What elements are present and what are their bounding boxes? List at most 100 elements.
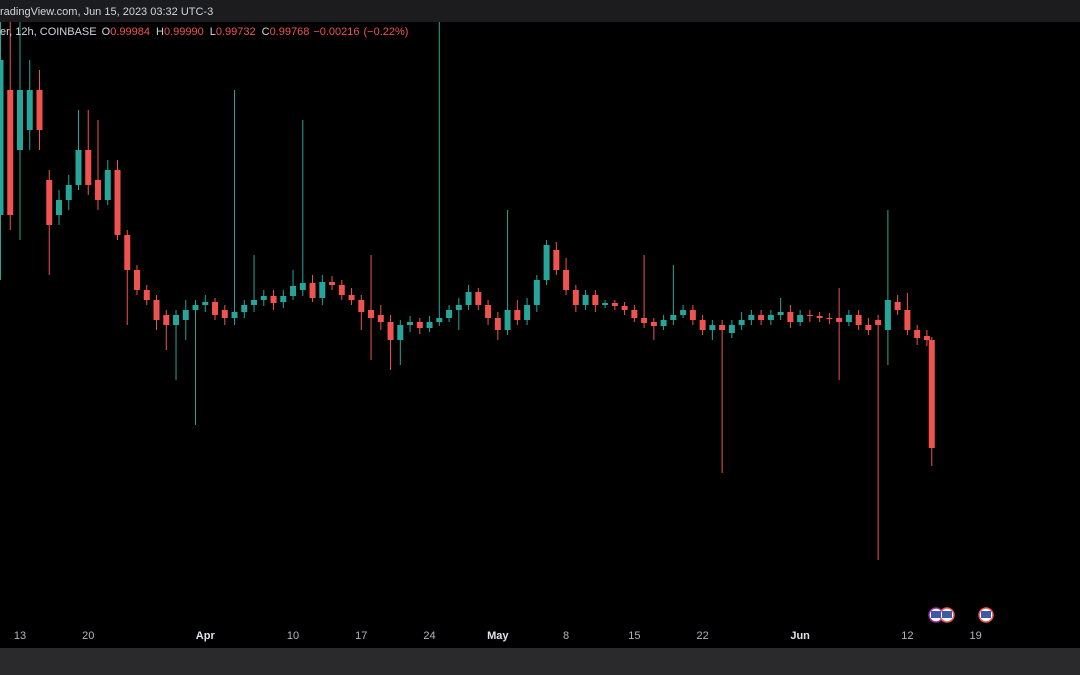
- candle-body: [46, 180, 53, 225]
- legend: er, 12h, COINBASE O0.99984 H0.99990 L0.997…: [0, 26, 412, 38]
- candle-body: [348, 295, 355, 300]
- candle-body: [426, 322, 433, 328]
- x-tick-label: 19: [970, 630, 982, 642]
- candle-body: [377, 315, 384, 322]
- candle-body: [514, 310, 521, 320]
- candle-body: [621, 306, 628, 310]
- candle-body: [7, 90, 14, 215]
- legend-value: 0.99732: [215, 26, 256, 38]
- candle-body: [465, 292, 472, 305]
- candle-body: [173, 315, 180, 325]
- legend-key: H: [156, 26, 164, 38]
- candle-body: [436, 318, 443, 322]
- candle-body: [416, 322, 423, 328]
- candle-body: [182, 310, 189, 320]
- candle-body: [660, 320, 667, 326]
- legend-value: 0.99768: [269, 26, 310, 38]
- change-pct: (−0.22%): [363, 26, 409, 38]
- candle-body: [192, 305, 199, 310]
- candle-body: [0, 60, 4, 215]
- candle-body: [55, 200, 62, 215]
- candle-body: [631, 310, 638, 318]
- legend-key: C: [261, 26, 270, 38]
- candle-body: [923, 336, 930, 340]
- candle-body: [153, 300, 160, 320]
- candle-body: [397, 325, 404, 340]
- candle-body: [299, 283, 306, 290]
- candle-body: [494, 318, 501, 330]
- candle-body: [504, 310, 511, 330]
- x-tick-label: 24: [423, 630, 435, 642]
- x-tick-label: Jun: [790, 630, 810, 642]
- candle-body: [95, 180, 102, 200]
- candles: [0, 22, 935, 560]
- symbol: er, 12h, COINBASE: [0, 26, 97, 38]
- candle-body: [826, 318, 833, 319]
- header-title: radingView.com, Jun 15, 2023 03:32 UTC-3: [0, 6, 213, 18]
- legend-value: 0.99990: [163, 26, 204, 38]
- candle-body: [260, 296, 267, 300]
- candle-body: [290, 286, 297, 296]
- candle-body: [680, 310, 687, 315]
- candle-body: [446, 310, 453, 318]
- candle-body: [650, 322, 657, 326]
- candle-body: [241, 305, 248, 312]
- change: −0.00216: [313, 26, 360, 38]
- candle-body: [36, 90, 43, 130]
- candle-body: [748, 315, 755, 320]
- candle-body: [914, 330, 921, 338]
- x-tick-label: 13: [14, 630, 26, 642]
- x-tick-label: 20: [82, 630, 94, 642]
- candle-body: [75, 150, 82, 185]
- legend-value: 0.99984: [110, 26, 150, 38]
- candle-body: [797, 315, 804, 322]
- candle-body: [582, 295, 589, 305]
- candle-body: [251, 300, 258, 305]
- candle-body: [16, 90, 23, 150]
- candle-body: [85, 150, 92, 185]
- event-markers: [928, 607, 994, 623]
- candle-body: [319, 282, 326, 298]
- candle-body: [329, 282, 336, 285]
- x-tick-label: May: [487, 630, 509, 642]
- candle-body: [485, 305, 492, 318]
- candle-body: [777, 312, 784, 315]
- x-tick-label: 15: [628, 630, 640, 642]
- candle-body: [475, 292, 482, 305]
- candle-body: [280, 296, 287, 302]
- top-bar: [0, 0, 1080, 22]
- candle-body: [543, 245, 550, 280]
- legend-key: L: [209, 26, 216, 38]
- candle-body: [758, 315, 765, 320]
- candle-body: [855, 315, 862, 325]
- candle-body: [455, 305, 462, 310]
- candle-body: [270, 296, 277, 303]
- x-tick-label: 10: [287, 630, 299, 642]
- candle-body: [904, 310, 911, 330]
- x-tick-label: 22: [696, 630, 708, 642]
- candle-body: [738, 320, 745, 325]
- candle-body: [26, 90, 33, 130]
- candle-body: [728, 325, 735, 333]
- candle-body: [641, 318, 648, 323]
- bottom-bar: [0, 648, 1080, 675]
- candle-body: [699, 320, 706, 330]
- candle-body: [865, 325, 872, 330]
- candle-body: [816, 316, 823, 318]
- candle-body: [134, 270, 141, 290]
- candle-body: [231, 312, 238, 318]
- candle-body: [124, 235, 131, 270]
- candle-body: [563, 270, 570, 290]
- candle-body: [884, 300, 891, 330]
- candle-body: [387, 322, 394, 340]
- candle-body: [368, 310, 375, 318]
- legend-key: O: [101, 26, 111, 38]
- candle-body: [845, 315, 852, 322]
- candle-body: [709, 325, 716, 330]
- candle-body: [65, 185, 72, 200]
- candle-body: [611, 303, 618, 306]
- candle-body: [309, 283, 316, 298]
- candle-body: [572, 290, 579, 305]
